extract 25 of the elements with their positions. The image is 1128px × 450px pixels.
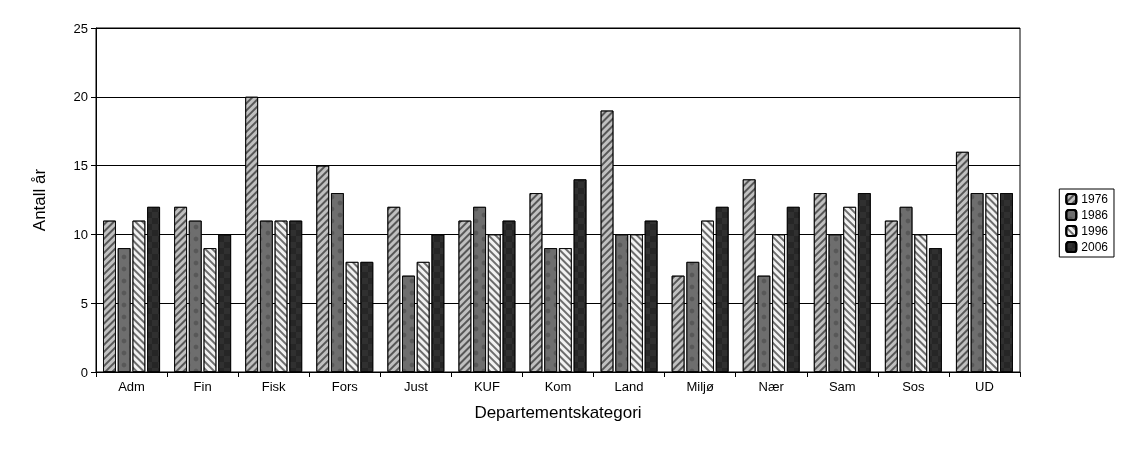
x-tick-label: Fors — [331, 379, 359, 394]
legend-label: 1996 — [1081, 224, 1109, 238]
x-tick-label: Just — [403, 379, 429, 394]
y-tick-label: 15 — [73, 158, 88, 174]
x-tick-label: Fin — [193, 379, 212, 394]
x-tick-label: Nær — [758, 379, 785, 394]
x-tick-label: Sam — [828, 379, 856, 394]
x-tick-label: Land — [614, 379, 644, 394]
x-axis-title: Departementskategori — [474, 403, 642, 422]
legend-label: 1986 — [1081, 208, 1109, 222]
y-tick-label: 0 — [80, 364, 88, 380]
y-axis-title: Antall år — [30, 168, 49, 232]
x-tick-label: Adm — [118, 379, 145, 394]
x-tick-label: Kom — [544, 379, 572, 394]
x-tick-label: Sos — [902, 379, 926, 394]
x-tick-label: Fisk — [261, 379, 287, 394]
y-tick-label: 10 — [73, 226, 88, 242]
x-tick-label: UD — [975, 379, 994, 394]
y-tick-label: 25 — [73, 20, 88, 36]
legend-label: 2006 — [1081, 240, 1109, 254]
x-tick-label: Miljø — [686, 379, 714, 394]
x-tick-label: KUF — [473, 379, 500, 394]
legend-label: 1976 — [1081, 192, 1109, 206]
y-tick-label: 20 — [73, 89, 88, 105]
y-tick-label: 5 — [80, 295, 88, 311]
